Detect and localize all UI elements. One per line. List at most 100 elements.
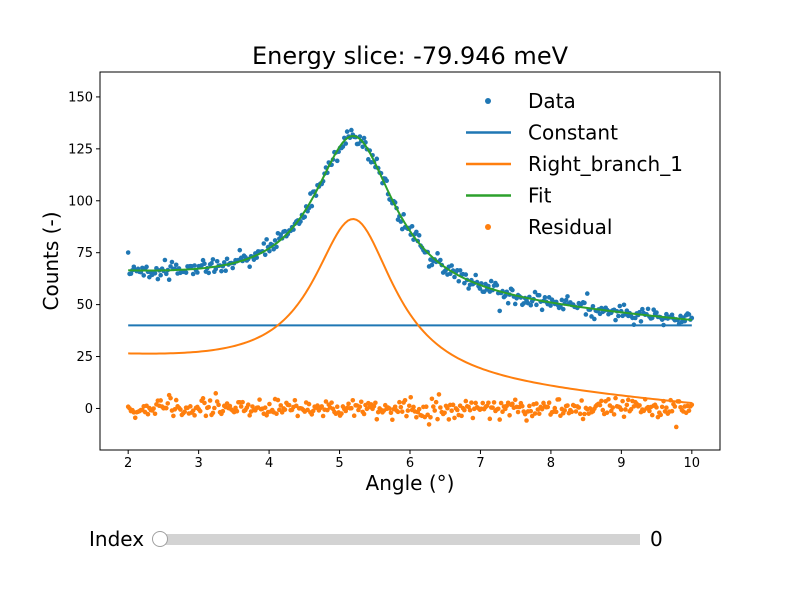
data-point xyxy=(497,308,503,314)
data-point xyxy=(435,251,440,256)
residual-point xyxy=(553,409,559,415)
data-point xyxy=(494,282,500,288)
data-point xyxy=(213,266,219,272)
data-point xyxy=(542,295,548,300)
index-slider-handle[interactable] xyxy=(152,531,168,547)
data-point xyxy=(210,257,216,262)
y-axis: 0 25 50 75 100 125 150 xyxy=(68,90,100,417)
data-point xyxy=(560,306,566,312)
data-point xyxy=(169,259,175,265)
residual-point xyxy=(452,415,457,421)
residual-point xyxy=(406,403,412,409)
residual-point xyxy=(399,409,405,414)
data-point xyxy=(583,312,589,317)
residual-point xyxy=(686,408,692,413)
index-slider-track[interactable] xyxy=(160,534,640,545)
data-point xyxy=(528,302,534,308)
residual-point xyxy=(498,400,504,406)
residual-point xyxy=(661,398,666,404)
data-point xyxy=(563,297,569,303)
legend-label: Data xyxy=(528,89,576,113)
residual-point xyxy=(599,398,604,404)
legend: Data Constant Right_branch_1 Fit Residual xyxy=(466,89,683,239)
residual-point xyxy=(536,411,542,417)
data-point xyxy=(505,300,511,306)
residual-point xyxy=(522,411,528,417)
residual-point xyxy=(395,409,401,415)
data-point xyxy=(510,287,515,293)
legend-label: Fit xyxy=(528,184,552,208)
residual-point xyxy=(676,399,682,404)
residual-point xyxy=(320,413,326,419)
residual-point xyxy=(625,397,631,403)
data-point xyxy=(192,263,197,268)
residual-point xyxy=(292,397,298,403)
data-point xyxy=(477,286,483,291)
residual-point xyxy=(206,404,211,410)
y-tick-label: 0 xyxy=(85,402,93,417)
residual-point xyxy=(192,413,197,418)
residual-point xyxy=(673,424,679,430)
data-point xyxy=(219,268,224,274)
residual-point xyxy=(669,408,675,414)
x-axis: 2 3 4 5 6 7 8 9 10 xyxy=(124,450,700,471)
y-tick-label: 25 xyxy=(76,350,93,365)
residual-point xyxy=(442,410,447,416)
residual-point xyxy=(473,400,478,406)
residual-point xyxy=(346,401,351,407)
data-point xyxy=(200,257,206,263)
x-tick-label: 9 xyxy=(617,456,625,471)
data-point xyxy=(190,271,196,277)
residual-point xyxy=(240,399,245,405)
y-tick-label: 150 xyxy=(68,90,93,105)
residual-point xyxy=(428,414,433,420)
residual-point xyxy=(620,398,625,404)
residual-point xyxy=(220,408,226,414)
residual-point xyxy=(173,397,179,403)
residual-point xyxy=(606,396,611,402)
residual-point xyxy=(203,413,209,419)
fit-line xyxy=(128,134,692,321)
data-point xyxy=(224,256,230,262)
data-point xyxy=(398,219,404,224)
residual-point xyxy=(404,413,409,419)
residual-point xyxy=(672,404,678,409)
residual-point xyxy=(165,401,171,406)
data-point xyxy=(155,276,161,282)
residual-point xyxy=(604,410,610,415)
residual-point xyxy=(275,397,281,403)
data-point xyxy=(638,319,644,324)
data-point xyxy=(206,270,211,276)
data-point xyxy=(195,270,200,275)
data-point xyxy=(512,301,518,307)
data-point xyxy=(416,233,422,238)
residual-point xyxy=(358,399,364,405)
residual-point xyxy=(491,400,497,405)
residual-point xyxy=(487,416,493,422)
y-axis-label: Counts (-) xyxy=(39,212,63,311)
residual-point xyxy=(402,397,408,403)
data-point xyxy=(173,262,179,268)
data-point xyxy=(651,307,656,313)
residual-point xyxy=(408,394,414,400)
residual-point xyxy=(188,404,193,409)
right-branch-line xyxy=(128,218,692,405)
residual-point xyxy=(164,405,169,411)
residual-point xyxy=(398,404,404,410)
data-point xyxy=(272,238,278,243)
residual-point xyxy=(202,400,207,406)
residual-point xyxy=(463,398,469,404)
residual-point xyxy=(446,417,452,422)
residual-point xyxy=(658,412,664,418)
data-point xyxy=(221,260,227,265)
residual-point xyxy=(323,399,329,404)
data-point xyxy=(686,312,692,317)
residual-point xyxy=(357,404,363,410)
residual-point xyxy=(507,413,512,418)
data-point xyxy=(202,261,207,267)
data-point xyxy=(429,262,435,268)
residual-point xyxy=(600,407,606,413)
residual-point xyxy=(432,408,438,413)
residual-point xyxy=(532,411,538,416)
data-point xyxy=(144,264,149,270)
